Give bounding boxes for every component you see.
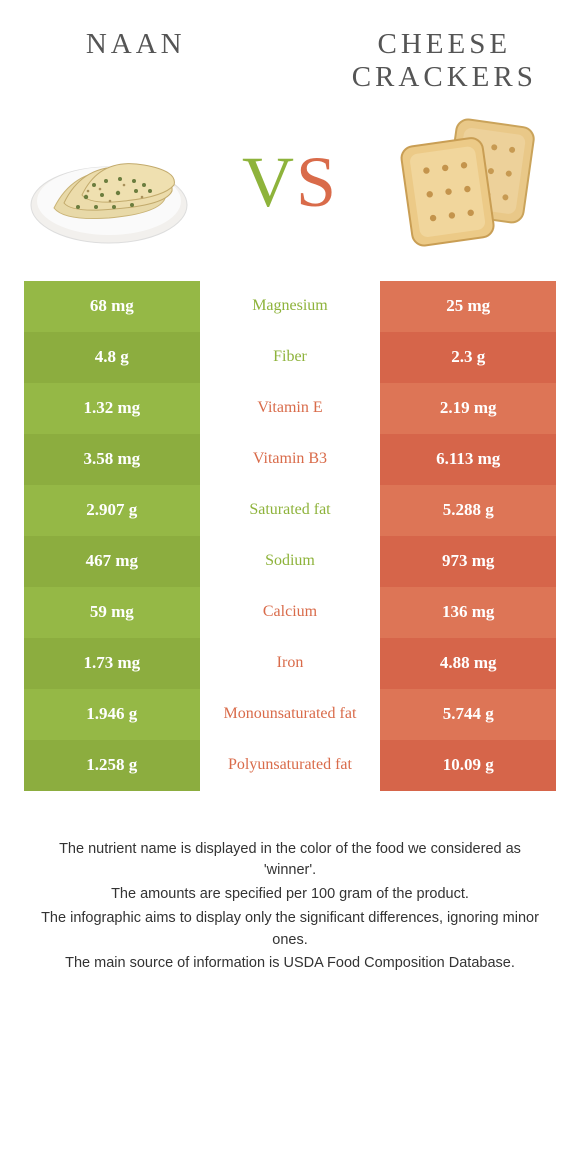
table-cell-left: 1.258 g: [24, 740, 200, 791]
table-cell-left: 1.946 g: [24, 689, 200, 740]
footer-line: The main source of information is USDA F…: [40, 953, 540, 975]
food-left-title: Naan: [24, 28, 247, 61]
footer-line: The infographic aims to display only the…: [40, 908, 540, 952]
table-row: 2.907 gSaturated fat5.288 g: [24, 485, 556, 536]
food-right-image: [386, 103, 556, 263]
table-cell-right: 973 mg: [380, 536, 556, 587]
table-cell-right: 10.09 g: [380, 740, 556, 791]
table-cell-nutrient: Iron: [200, 638, 381, 689]
table-row: 1.946 gMonounsaturated fat5.744 g: [24, 689, 556, 740]
vs-s: S: [296, 141, 338, 224]
table-cell-left: 3.58 mg: [24, 434, 200, 485]
table-cell-left: 1.73 mg: [24, 638, 200, 689]
table-cell-right: 5.288 g: [380, 485, 556, 536]
table-cell-right: 6.113 mg: [380, 434, 556, 485]
table-cell-right: 5.744 g: [380, 689, 556, 740]
food-left-image: [24, 103, 194, 263]
footer-line: The nutrient name is displayed in the co…: [40, 839, 540, 883]
table-row: 68 mgMagnesium25 mg: [24, 281, 556, 332]
table-row: 1.32 mgVitamin E2.19 mg: [24, 383, 556, 434]
table-cell-right: 4.88 mg: [380, 638, 556, 689]
vs-label: VS: [242, 141, 338, 224]
table-cell-right: 2.19 mg: [380, 383, 556, 434]
table-cell-nutrient: Vitamin E: [200, 383, 381, 434]
table-cell-nutrient: Saturated fat: [200, 485, 381, 536]
table-cell-left: 2.907 g: [24, 485, 200, 536]
table-cell-right: 2.3 g: [380, 332, 556, 383]
table-cell-nutrient: Monounsaturated fat: [200, 689, 381, 740]
vs-v: V: [242, 141, 296, 224]
table-cell-nutrient: Calcium: [200, 587, 381, 638]
table-row: 59 mgCalcium136 mg: [24, 587, 556, 638]
table-row: 3.58 mgVitamin B36.113 mg: [24, 434, 556, 485]
table-cell-nutrient: Magnesium: [200, 281, 381, 332]
table-cell-right: 136 mg: [380, 587, 556, 638]
table-cell-left: 4.8 g: [24, 332, 200, 383]
footer-notes: The nutrient name is displayed in the co…: [24, 839, 556, 976]
table-cell-left: 68 mg: [24, 281, 200, 332]
table-row: 467 mgSodium973 mg: [24, 536, 556, 587]
table-cell-nutrient: Fiber: [200, 332, 381, 383]
nutrient-table: 68 mgMagnesium25 mg4.8 gFiber2.3 g1.32 m…: [24, 281, 556, 791]
table-cell-nutrient: Vitamin B3: [200, 434, 381, 485]
table-row: 1.258 gPolyunsaturated fat10.09 g: [24, 740, 556, 791]
table-row: 4.8 gFiber2.3 g: [24, 332, 556, 383]
table-cell-left: 467 mg: [24, 536, 200, 587]
table-cell-right: 25 mg: [380, 281, 556, 332]
food-right-title: Cheese crackers: [333, 28, 556, 95]
table-cell-left: 1.32 mg: [24, 383, 200, 434]
table-cell-left: 59 mg: [24, 587, 200, 638]
footer-line: The amounts are specified per 100 gram o…: [40, 884, 540, 906]
table-row: 1.73 mgIron4.88 mg: [24, 638, 556, 689]
table-cell-nutrient: Polyunsaturated fat: [200, 740, 381, 791]
table-cell-nutrient: Sodium: [200, 536, 381, 587]
